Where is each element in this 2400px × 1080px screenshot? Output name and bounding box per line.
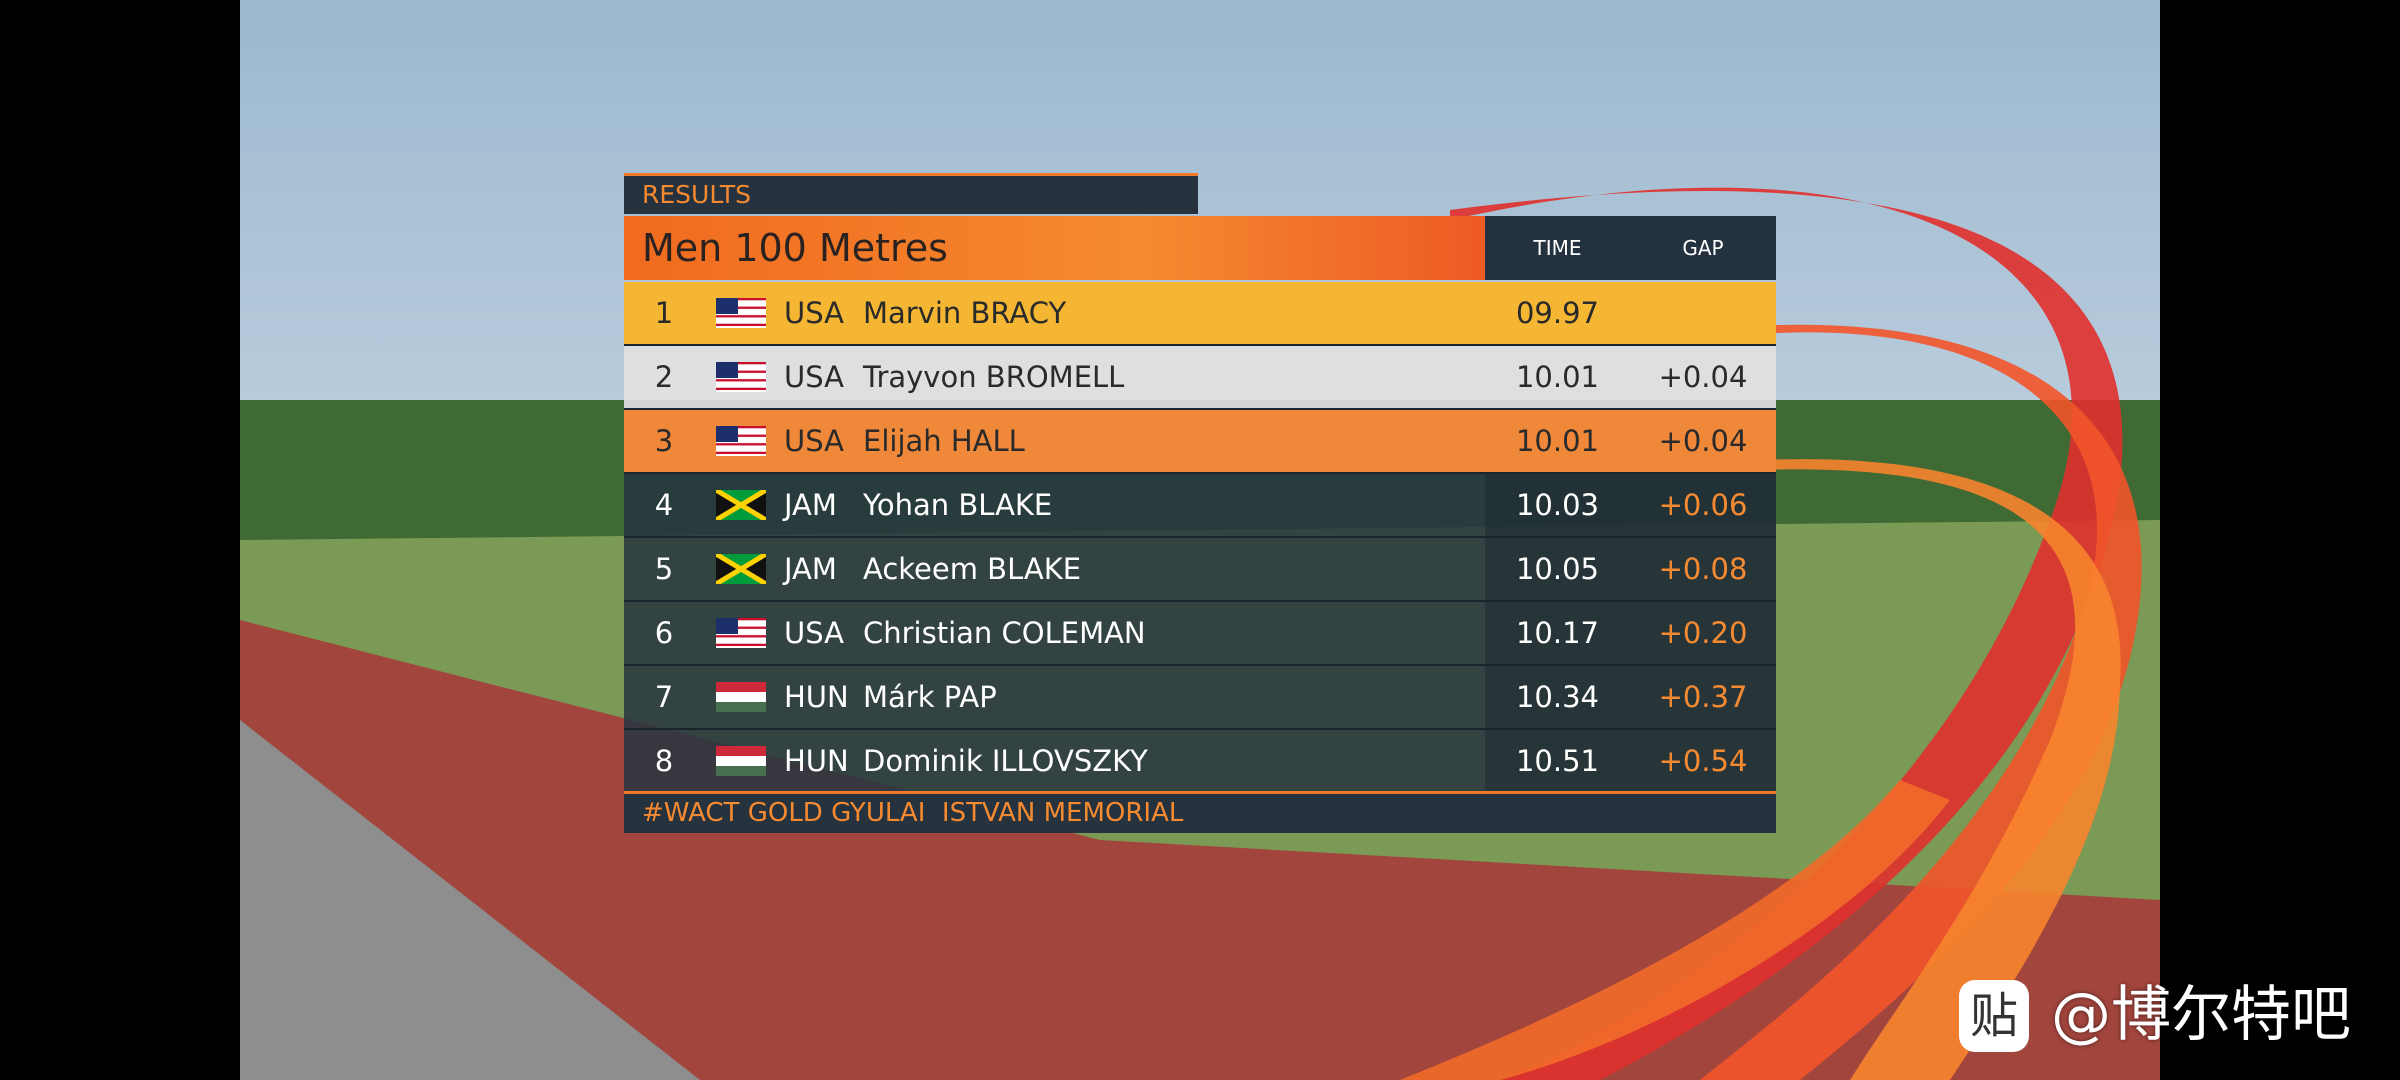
- gap: +0.54: [1658, 744, 1748, 778]
- time: 10.01: [1515, 424, 1600, 458]
- swoosh: [1400, 780, 1950, 1080]
- country: HUN: [784, 744, 849, 778]
- gap: +0.20: [1658, 616, 1748, 650]
- swoosh: [1760, 459, 2121, 1080]
- time: 10.03: [1515, 488, 1600, 522]
- country: USA: [784, 424, 845, 458]
- athlete-name: Ackeem BLAKE: [863, 552, 1082, 586]
- time: 10.05: [1515, 552, 1600, 586]
- athlete-name: Dominik ILLOVSZKY: [863, 744, 1148, 778]
- flag: [716, 554, 766, 584]
- time: 10.51: [1515, 744, 1600, 778]
- footer: #WACT GOLD GYULAI ISTVAN MEMORIAL: [624, 791, 1776, 833]
- flag: [716, 746, 766, 776]
- column-shade: [1485, 474, 1776, 536]
- rank: 1: [654, 296, 674, 330]
- flag: [716, 682, 766, 712]
- time: 10.17: [1515, 616, 1600, 650]
- rank: 6: [654, 616, 674, 650]
- result-row: 6 USA Christian COLEMAN 10.17 +0.20: [624, 602, 1776, 666]
- column-header: GAP: [1630, 216, 1776, 280]
- column-shade: [1485, 730, 1776, 792]
- flag: [716, 426, 766, 456]
- result-row: 2 USA Trayvon BROMELL 10.01 +0.04: [624, 346, 1776, 410]
- rank: 5: [654, 552, 674, 586]
- athlete-name: Yohan BLAKE: [863, 488, 1053, 522]
- athlete-name: Márk PAP: [863, 680, 997, 714]
- country: HUN: [784, 680, 849, 714]
- gap: +0.04: [1658, 424, 1748, 458]
- result-row: 5 JAM Ackeem BLAKE 10.05 +0.08: [624, 538, 1776, 602]
- watermark: @博尔特吧: [2051, 980, 2351, 1050]
- swoosh: [1700, 324, 2142, 1080]
- gap: +0.37: [1658, 680, 1748, 714]
- result-row: 3 USA Elijah HALL 10.01 +0.04: [624, 410, 1776, 474]
- result-row: 8 HUN Dominik ILLOVSZKY 10.51 +0.54: [624, 730, 1776, 794]
- column-shade: [1485, 602, 1776, 664]
- gap: +0.04: [1658, 360, 1748, 394]
- result-row: 4 JAM Yohan BLAKE 10.03 +0.06: [624, 474, 1776, 538]
- athlete-name: Trayvon BROMELL: [863, 360, 1125, 394]
- watermark-logo: 贴: [1959, 980, 2029, 1052]
- athlete-name: Elijah HALL: [863, 424, 1025, 458]
- country: JAM: [784, 552, 837, 586]
- column-shade: [1485, 666, 1776, 728]
- stands: [240, 720, 700, 1080]
- rank: 4: [654, 488, 674, 522]
- time: 09.97: [1515, 296, 1600, 330]
- rank: 7: [654, 680, 674, 714]
- country: JAM: [784, 488, 837, 522]
- athlete-name: Marvin BRACY: [863, 296, 1067, 330]
- result-row: 1 USA Marvin BRACY 09.97: [624, 282, 1776, 346]
- column-header: TIME: [1485, 216, 1630, 280]
- result-row: 7 HUN Márk PAP 10.34 +0.37: [624, 666, 1776, 730]
- rank: 3: [654, 424, 674, 458]
- section-tab: RESULTS: [624, 173, 1198, 214]
- event-title: Men 100 Metres: [624, 216, 1485, 280]
- athlete-name: Christian COLEMAN: [863, 616, 1146, 650]
- column-shade: [1485, 538, 1776, 600]
- time: 10.34: [1515, 680, 1600, 714]
- flag: [716, 298, 766, 328]
- country: USA: [784, 360, 845, 394]
- country: USA: [784, 616, 845, 650]
- gap: +0.08: [1658, 552, 1748, 586]
- rank: 8: [654, 744, 674, 778]
- gap: +0.06: [1658, 488, 1748, 522]
- flag: [716, 490, 766, 520]
- country: USA: [784, 296, 845, 330]
- flag: [716, 362, 766, 392]
- rank: 2: [654, 360, 674, 394]
- time: 10.01: [1515, 360, 1600, 394]
- flag: [716, 618, 766, 648]
